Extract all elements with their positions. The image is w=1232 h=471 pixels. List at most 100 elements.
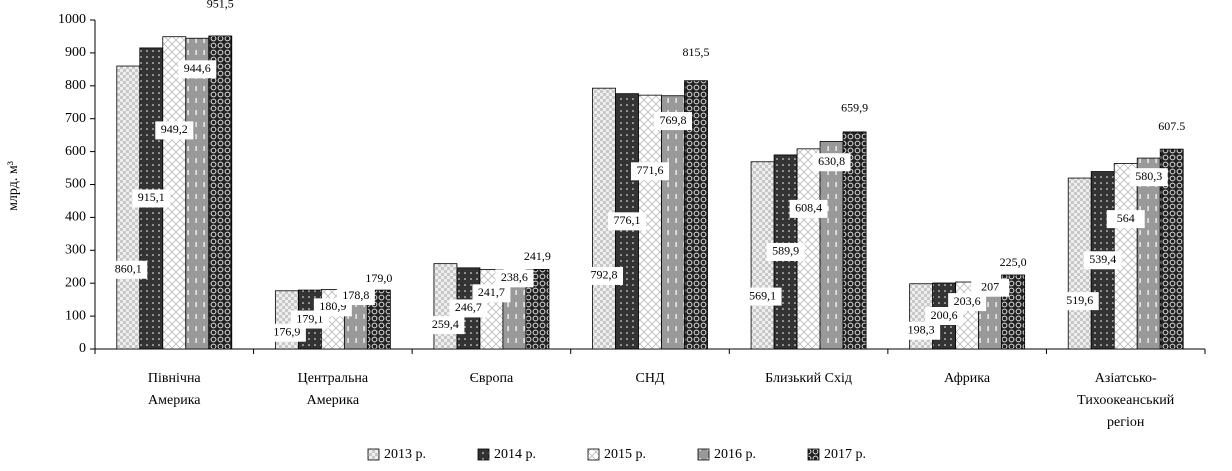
- x-tick-label: Центральна Америка: [298, 371, 369, 408]
- bar: [1159, 148, 1184, 350]
- value-label-bg: [948, 293, 987, 312]
- legend-label: 2013 р.: [384, 447, 426, 462]
- value-label: 589,9: [772, 244, 799, 258]
- value-label: 944,6: [184, 61, 211, 75]
- value-label: 207: [981, 279, 999, 293]
- value-label: 198,3: [908, 322, 935, 336]
- legend-swatch: [477, 448, 490, 461]
- bar: [116, 65, 141, 350]
- value-label-bg: [201, 0, 240, 14]
- value-label-bg: [677, 44, 715, 63]
- y-tick-label: 100: [65, 308, 86, 323]
- legend-label: 2014 р.: [494, 447, 536, 462]
- y-tick-label: 500: [65, 177, 86, 192]
- x-tick-label: Азіатсько-Тихоокеанський регіон: [1077, 371, 1175, 430]
- y-tick-label: 700: [65, 111, 86, 126]
- value-label: 815,5: [683, 45, 710, 59]
- value-label-bg: [1129, 168, 1168, 187]
- value-label-bg: [132, 189, 171, 208]
- y-tick-label: 600: [65, 144, 86, 159]
- legend-label: 2015 р.: [604, 447, 646, 462]
- value-label-bg: [812, 153, 851, 172]
- value-label: 792,8: [591, 268, 618, 282]
- legend-label: 2017 р.: [824, 447, 866, 462]
- x-tick-label: Європа: [470, 371, 514, 386]
- bar: [525, 269, 550, 350]
- value-label: 776,1: [614, 213, 641, 227]
- value-label: 860,1: [115, 262, 142, 276]
- value-label-bg: [518, 248, 557, 267]
- value-label-bg: [449, 299, 488, 318]
- value-label: 630,8: [818, 154, 845, 168]
- value-label-bg: [835, 99, 874, 118]
- value-label: 238,6: [501, 270, 528, 284]
- value-label-bg: [359, 270, 398, 289]
- value-label-bg: [902, 321, 941, 340]
- y-axis-label: млрд. м³: [6, 161, 21, 211]
- value-label: 225,0: [1000, 255, 1027, 269]
- value-label: 608,4: [795, 201, 822, 215]
- bar: [1136, 157, 1161, 350]
- value-label: 569,1: [749, 288, 776, 302]
- value-label: 259,4: [432, 317, 459, 331]
- value-label: 580,3: [1135, 169, 1162, 183]
- value-label: 951,5: [207, 0, 234, 11]
- y-tick-label: 300: [65, 243, 86, 258]
- value-label: 241,7: [478, 285, 505, 299]
- value-label-bg: [971, 278, 1010, 297]
- value-label: 769,8: [660, 113, 687, 127]
- x-tick-label: Близький Схід: [765, 371, 852, 386]
- value-label: 771,6: [637, 163, 664, 177]
- value-label-bg: [495, 269, 534, 288]
- value-label: 519,6: [1066, 293, 1093, 307]
- value-label: 607.5: [1158, 119, 1185, 133]
- value-label-bg: [994, 254, 1033, 273]
- x-tick-label: СНД: [636, 371, 665, 386]
- value-label-bg: [178, 60, 217, 79]
- value-label: 178,8: [342, 288, 369, 302]
- value-label-bg: [155, 121, 194, 140]
- value-label: 915,1: [138, 190, 165, 204]
- value-label-bg: [109, 260, 148, 279]
- value-label: 200,6: [931, 308, 958, 322]
- value-label-bg: [743, 287, 782, 306]
- bar: [661, 95, 685, 350]
- value-label-bg: [654, 112, 692, 131]
- value-label: 241,9: [524, 249, 551, 263]
- bar: [208, 35, 233, 350]
- value-label: 539,4: [1089, 252, 1116, 266]
- value-label-bg: [789, 199, 828, 218]
- bar: [842, 131, 867, 350]
- value-label-bg: [631, 162, 669, 181]
- legend-swatch: [367, 448, 380, 461]
- y-tick-label: 400: [65, 210, 86, 225]
- value-label-bg: [585, 266, 623, 285]
- legend-swatch: [807, 448, 820, 461]
- value-label: 179,0: [365, 271, 392, 285]
- y-tick-label: 1000: [58, 12, 86, 27]
- bar: [819, 141, 844, 350]
- value-label: 203,6: [954, 294, 981, 308]
- value-label: 659,9: [841, 100, 868, 114]
- value-label-bg: [608, 212, 646, 231]
- value-label: 246,7: [455, 300, 482, 314]
- bar: [684, 80, 708, 350]
- value-label-bg: [1106, 210, 1145, 229]
- value-label: 564: [1117, 211, 1135, 225]
- value-label-bg: [766, 242, 805, 261]
- x-tick-label: Африка: [944, 371, 991, 386]
- value-label-bg: [1060, 292, 1099, 311]
- legend-swatch: [697, 448, 710, 461]
- value-label-bg: [472, 284, 511, 303]
- y-tick-label: 200: [65, 275, 86, 290]
- value-label-bg: [1083, 251, 1122, 270]
- value-label-bg: [925, 307, 964, 326]
- y-tick-label: 800: [65, 78, 86, 93]
- bar: [185, 37, 210, 350]
- value-label-bg: [1152, 118, 1191, 137]
- legend-swatch: [587, 448, 600, 461]
- y-tick-label: 900: [65, 45, 86, 60]
- y-tick-label: 0: [79, 341, 86, 356]
- value-label: 949,2: [161, 122, 188, 136]
